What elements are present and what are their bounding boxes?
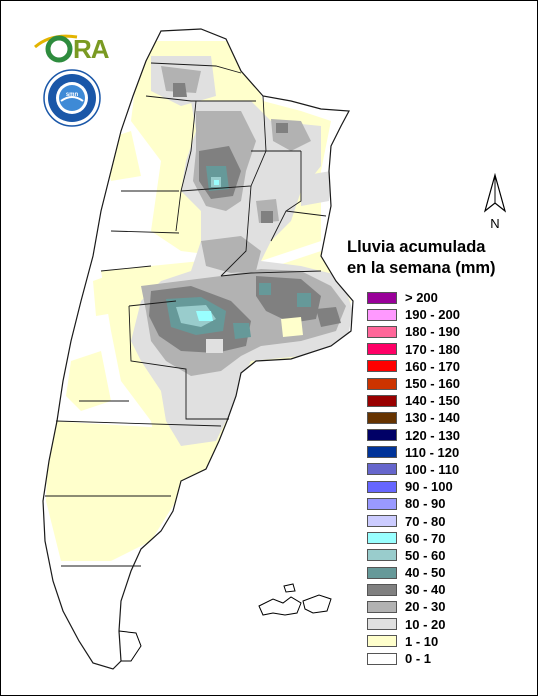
legend-swatch <box>367 343 397 356</box>
legend-item: 20 - 30 <box>367 598 527 615</box>
legend-swatch <box>367 480 397 493</box>
legend-item: 190 - 200 <box>367 306 527 323</box>
legend-label: 160 - 170 <box>405 358 460 374</box>
legend-label: 130 - 140 <box>405 410 460 426</box>
legend-item: 110 - 120 <box>367 444 527 461</box>
legend-title-line2: en la semana (mm) <box>347 259 496 277</box>
legend-label: 90 - 100 <box>405 479 453 495</box>
legend-item: 10 - 20 <box>367 616 527 633</box>
legend-title-line1: Lluvia acumulada <box>347 238 486 256</box>
legend-item: 100 - 110 <box>367 461 527 478</box>
legend-label: 30 - 40 <box>405 582 446 598</box>
rainfall-shading <box>46 41 353 561</box>
legend-item: 60 - 70 <box>367 530 527 547</box>
legend-swatch <box>367 549 397 562</box>
legend-swatch <box>367 360 397 373</box>
legend-swatch <box>367 532 397 545</box>
legend-item: 1 - 10 <box>367 633 527 650</box>
legend-item: 140 - 150 <box>367 392 527 409</box>
legend-label: 140 - 150 <box>405 393 460 409</box>
legend-item: 50 - 60 <box>367 547 527 564</box>
province-borders <box>42 28 354 670</box>
legend-title: Lluvia acumulada en la semana (mm) <box>347 237 496 279</box>
malvinas-islands <box>258 583 332 616</box>
legend-item: > 200 <box>367 289 527 306</box>
ora-logo-text: RA <box>73 34 110 63</box>
legend-swatch <box>367 325 397 338</box>
legend-swatch <box>367 411 397 424</box>
legend-label: 1 - 10 <box>405 633 439 649</box>
ora-logo-graphic: RA <box>34 34 111 64</box>
legend-swatch <box>367 394 397 407</box>
legend-label: 50 - 60 <box>405 547 446 563</box>
legend-item: 30 - 40 <box>367 581 527 598</box>
legend-label: 0 - 1 <box>405 651 432 667</box>
legend-label: 150 - 160 <box>405 376 460 392</box>
legend-label: > 200 <box>405 290 438 306</box>
legend-swatch <box>367 497 397 510</box>
legend-item: 90 - 100 <box>367 478 527 495</box>
legend-swatch <box>367 377 397 390</box>
legend-label: 120 - 130 <box>405 427 460 443</box>
legend-item: 40 - 50 <box>367 564 527 581</box>
legend-label: 60 - 70 <box>405 530 446 546</box>
legend-swatch <box>367 308 397 321</box>
legend-label: 110 - 120 <box>405 444 460 460</box>
legend-label: 10 - 20 <box>405 616 446 632</box>
legend-item: 160 - 170 <box>367 358 527 375</box>
legend-label: 100 - 110 <box>405 461 460 477</box>
legend-swatch <box>367 652 397 665</box>
legend-label: 80 - 90 <box>405 496 446 512</box>
ora-logo: RA <box>31 29 123 70</box>
legend-label: 170 - 180 <box>405 341 460 357</box>
legend-label: 40 - 50 <box>405 565 446 581</box>
legend-swatch <box>367 463 397 476</box>
seal-inner-text: smn <box>66 92 79 98</box>
legend-swatch <box>367 515 397 528</box>
legend-item: 170 - 180 <box>367 341 527 358</box>
legend-swatch <box>367 446 397 459</box>
legend-swatch <box>367 566 397 579</box>
north-arrow-icon: N <box>483 173 507 231</box>
legend-item: 70 - 80 <box>367 512 527 529</box>
legend-item: 130 - 140 <box>367 409 527 426</box>
smn-seal: smn <box>43 69 101 127</box>
legend-item: 180 - 190 <box>367 323 527 340</box>
north-label: N <box>490 216 499 231</box>
tierra-del-fuego <box>118 630 142 662</box>
legend-label: 20 - 30 <box>405 599 446 615</box>
legend-swatch <box>367 618 397 631</box>
legend-swatch <box>367 635 397 648</box>
legend-swatch <box>367 429 397 442</box>
legend-label: 190 - 200 <box>405 307 460 323</box>
legend-item: 150 - 160 <box>367 375 527 392</box>
legend-swatch <box>367 583 397 596</box>
legend-item: 120 - 130 <box>367 427 527 444</box>
legend-item: 80 - 90 <box>367 495 527 512</box>
legend-label: 70 - 80 <box>405 513 446 529</box>
legend: > 200 190 - 200 180 - 190 170 - 180 160 - 17… <box>367 289 527 667</box>
legend-swatch <box>367 600 397 613</box>
legend-label: 180 - 190 <box>405 324 460 340</box>
legend-swatch <box>367 291 397 304</box>
legend-item: 0 - 1 <box>367 650 527 667</box>
